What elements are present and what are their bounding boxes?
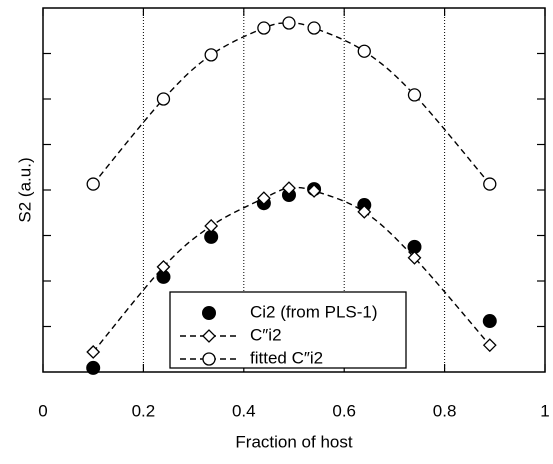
marker	[256, 191, 271, 206]
marker	[156, 259, 171, 274]
marker	[357, 44, 371, 58]
marker	[482, 314, 497, 329]
marker	[483, 177, 497, 191]
marker	[482, 338, 497, 353]
x-tick-label: 0.6	[332, 401, 356, 420]
legend-label: Ci2 (from PLS-1)	[250, 302, 378, 321]
marker	[282, 181, 296, 196]
marker	[156, 269, 171, 284]
marker	[204, 48, 218, 62]
x-tick-label: 0	[38, 401, 47, 420]
marker	[357, 204, 372, 219]
x-tick-label: 0.8	[433, 401, 457, 420]
marker	[407, 239, 422, 254]
marker	[307, 183, 321, 198]
marker	[202, 306, 216, 320]
marker	[86, 360, 101, 375]
y-axis-label: S2 (a.u.)	[15, 157, 34, 222]
plot-frame	[42, 7, 546, 373]
marker	[86, 345, 101, 359]
marker	[407, 88, 422, 102]
marker	[282, 16, 296, 30]
marker	[204, 229, 219, 244]
marker	[307, 21, 321, 35]
marker	[257, 21, 271, 35]
x-tick-label: 0.2	[132, 401, 156, 420]
marker	[202, 329, 216, 343]
x-tick-label: 0.4	[232, 401, 256, 420]
x-axis-label: Fraction of host	[235, 432, 352, 451]
marker	[86, 177, 100, 191]
legend: Ci2 (from PLS-1) C″i2 fitted C″i2	[169, 291, 407, 369]
legend-label: C″i2	[250, 325, 282, 344]
marker	[156, 92, 171, 106]
legend-label: fitted C″i2	[250, 348, 323, 367]
series-line	[92, 22, 491, 185]
x-tick-label: 1	[540, 401, 549, 420]
marker	[407, 250, 422, 265]
marker	[202, 352, 216, 366]
marker	[204, 219, 219, 233]
